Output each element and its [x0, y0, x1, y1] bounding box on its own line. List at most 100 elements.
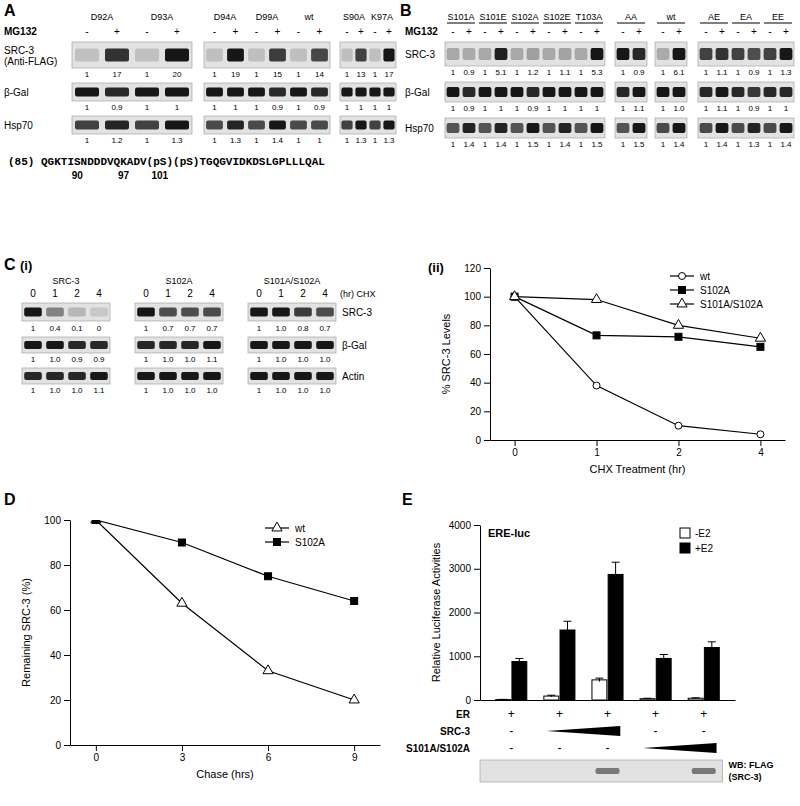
quant-label: 1.0: [184, 386, 196, 395]
lane-label: +: [114, 26, 120, 37]
band: [269, 121, 286, 130]
axis-title: CHX Treatment (hr): [590, 463, 686, 475]
band: [716, 123, 729, 133]
tick-mark: [64, 565, 70, 566]
group-underline: [657, 23, 685, 24]
western-blot: D92A-+D93A-+11712010.91111.211.3D94A-+D9…: [4, 12, 396, 145]
band: [290, 49, 307, 62]
tick: 0: [94, 745, 100, 763]
lane-label: 1: [52, 288, 58, 299]
quant-label: 20: [173, 70, 182, 79]
quant-label: 1: [547, 104, 552, 113]
quant-label: 0.9: [748, 68, 760, 77]
band: [764, 48, 777, 60]
figure: ABC(i)(ii)DED92A-+D93A-+11712010.91111.2…: [0, 0, 800, 806]
group-label: D92A: [91, 12, 114, 22]
cell: -: [702, 724, 706, 738]
error-cap: [612, 562, 620, 563]
quant-label: 1: [784, 104, 789, 113]
group-underline: [447, 23, 475, 24]
group-label: S101A: [447, 12, 474, 22]
band: [181, 341, 199, 349]
row-label: β-Gal: [4, 87, 29, 98]
band: [511, 123, 524, 133]
marker: [263, 665, 273, 674]
lane-label: -: [85, 26, 88, 37]
band: [575, 48, 588, 60]
quant-label: 1: [704, 68, 709, 77]
band: [68, 308, 86, 317]
quant-label: 1.0: [49, 386, 61, 395]
axis-title: Chase (hrs): [196, 768, 253, 780]
error-line: [519, 658, 520, 664]
band: [227, 88, 244, 97]
panel-label: D: [4, 491, 16, 508]
blot-strip: [22, 303, 110, 321]
row-label: Hsp70: [4, 120, 33, 131]
band: [137, 341, 155, 349]
tick: 3: [180, 745, 186, 763]
band: [316, 372, 334, 380]
quant-label: 1: [768, 68, 773, 77]
tick: 6: [266, 745, 272, 763]
band: [447, 87, 460, 97]
band: [46, 372, 64, 380]
error-cap: [692, 697, 700, 698]
band: [657, 87, 670, 97]
band: [181, 308, 199, 317]
axis-title: % SRC-3 Levels: [440, 313, 452, 394]
wb-label: (SRC-3): [729, 772, 762, 782]
error-bar: [612, 562, 620, 587]
tick-mark: [484, 354, 490, 355]
tick: 120: [464, 263, 490, 274]
quant-label: 1: [257, 324, 262, 333]
cell: -: [606, 741, 610, 755]
band: [269, 88, 286, 97]
lane-label: +: [498, 26, 504, 37]
quant-label: 0.9: [748, 104, 760, 113]
quant-label: 1.0: [319, 386, 331, 395]
band: [575, 123, 588, 133]
band: [272, 308, 290, 317]
quant-label: 1: [579, 140, 584, 149]
quant-label: 1: [144, 355, 149, 364]
cell: -: [557, 741, 561, 755]
line: [515, 297, 761, 435]
quant-label: 1: [451, 140, 456, 149]
band: [383, 121, 394, 130]
cell: +: [604, 707, 611, 721]
group-label: S102A: [511, 12, 538, 22]
lane-label: +: [466, 26, 472, 37]
band: [596, 768, 620, 774]
panel-label: (i): [20, 258, 32, 273]
blot-strip: [480, 760, 723, 782]
marker: [673, 319, 683, 328]
quant-label: 13: [357, 70, 366, 79]
band: [764, 87, 777, 97]
tick-label: 0: [55, 740, 61, 751]
lane-label: +: [530, 26, 536, 37]
western-blot: SRC-3012410.40.1011.00.90.911.01.01.1S10…: [22, 276, 376, 395]
cell: +: [508, 707, 515, 721]
band: [135, 88, 159, 97]
band: [383, 88, 394, 97]
quant-label: 19: [231, 70, 240, 79]
band: [206, 49, 223, 62]
quant-label: 0.4: [49, 324, 61, 333]
band: [24, 341, 42, 349]
tick: 0: [55, 740, 70, 751]
error-bar: [595, 678, 603, 682]
blot-strip: [72, 116, 192, 134]
band: [673, 123, 686, 133]
band: [732, 48, 745, 60]
band: [700, 48, 713, 60]
legend-label: S101A/S102A: [700, 299, 763, 310]
error-cap: [660, 654, 668, 655]
band: [673, 87, 686, 97]
lane-label: +: [594, 26, 600, 37]
marker: [509, 291, 519, 300]
group-label: D99A: [256, 12, 279, 22]
quant-label: 1.3: [748, 140, 760, 149]
lane-label: 4: [209, 288, 215, 299]
error-bar: [708, 642, 716, 653]
